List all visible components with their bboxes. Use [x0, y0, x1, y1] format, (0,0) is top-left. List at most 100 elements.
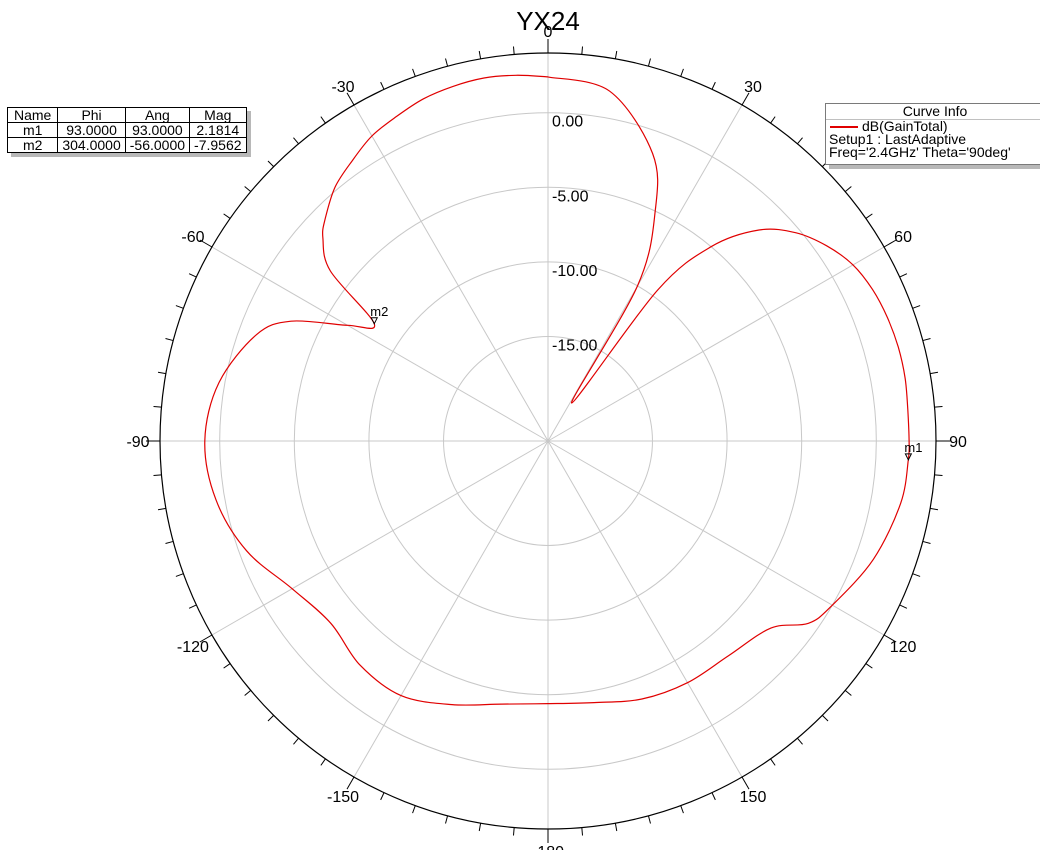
minor-tick [175, 305, 184, 309]
marker-table: Name Phi Ang Mag m1 93.0000 93.0000 2.18… [6, 107, 247, 153]
minor-tick [899, 604, 908, 609]
grid-spoke [547, 440, 885, 636]
major-tick [883, 239, 897, 248]
minor-tick [244, 690, 252, 696]
minor-tick [512, 827, 515, 836]
radial-label: -5.00 [552, 188, 589, 205]
angle-label: 120 [890, 639, 917, 656]
grid-spoke [211, 246, 549, 442]
grid-spoke [211, 440, 549, 636]
minor-tick [934, 405, 943, 408]
curve-info-title: Curve Info [826, 104, 1040, 120]
minor-tick [153, 474, 162, 477]
minor-tick [293, 737, 299, 745]
minor-tick [267, 160, 274, 167]
grid-ring [219, 112, 877, 770]
angle-label: -150 [327, 789, 359, 806]
minor-tick [412, 805, 416, 814]
angle-label: -120 [177, 639, 209, 656]
cell-phi: 304.0000 [57, 137, 126, 153]
minor-tick [614, 823, 618, 832]
legend-params: Freq='2.4GHz' Theta='90deg' [829, 144, 1011, 160]
minor-tick [912, 573, 921, 577]
minor-tick [223, 663, 231, 669]
table-row: m2 304.0000 -56.0000 -7.9562 [6, 137, 247, 153]
minor-tick [581, 827, 584, 836]
grid-ring [293, 186, 803, 696]
minor-tick [153, 405, 162, 408]
minor-tick [320, 116, 326, 124]
minor-tick [711, 792, 716, 801]
grid-ring [368, 261, 728, 621]
marker-label: m2 [370, 304, 388, 319]
minor-tick [899, 273, 908, 278]
minor-tick [614, 50, 618, 59]
radial-labels: 0.00 -5.00 -10.00 -15.00 [552, 114, 597, 355]
marker-triangle [370, 317, 379, 325]
cell-mag: -7.9562 [189, 137, 247, 153]
minor-tick [680, 68, 684, 77]
minor-tick [822, 715, 829, 722]
minor-tick [922, 338, 931, 342]
legend-expression: dB(GainTotal) [862, 118, 948, 134]
minor-tick [223, 213, 231, 219]
minor-tick [581, 46, 584, 55]
minor-tick [922, 540, 931, 544]
angle-label: -90 [126, 434, 149, 451]
minor-tick [165, 338, 174, 342]
legend-setup: Setup1 : LastAdaptive [829, 131, 966, 147]
header-phi: Phi [57, 107, 126, 123]
minor-tick [188, 604, 197, 609]
minor-tick [445, 58, 449, 67]
minor-tick [267, 715, 274, 722]
angle-label: 90 [949, 434, 967, 451]
cell-mag: 2.1814 [189, 122, 247, 138]
marker-triangle [904, 453, 913, 462]
minor-tick [165, 540, 174, 544]
minor-tick [647, 815, 651, 824]
grid-spoke [353, 440, 549, 778]
minor-tick [647, 58, 651, 67]
cell-ang: -56.0000 [124, 137, 191, 153]
minor-tick [445, 815, 449, 824]
header-name: Name [6, 107, 59, 123]
minor-tick [412, 68, 416, 77]
radial-label: 0.00 [552, 114, 583, 131]
radial-label: -10.00 [552, 263, 597, 280]
gain-curve [204, 74, 910, 706]
major-tick [741, 92, 750, 106]
minor-tick [293, 137, 299, 145]
minor-tick [512, 46, 515, 55]
marker-label: m1 [904, 440, 922, 455]
angle-label: 30 [744, 79, 762, 96]
major-tick [199, 239, 213, 248]
minor-tick [478, 50, 482, 59]
chart-title: YX24 [516, 6, 580, 36]
minor-tick [797, 137, 803, 145]
minor-tick [934, 474, 943, 477]
minor-tick [320, 758, 326, 766]
minor-tick [865, 663, 873, 669]
angle-ticks [146, 39, 950, 843]
major-tick [741, 776, 750, 790]
major-tick [346, 776, 355, 790]
angle-label: 0 [544, 24, 553, 41]
grid-spoke [353, 104, 549, 442]
cell-ang: 93.0000 [124, 122, 191, 138]
legend-entry: dB(GainTotal) [826, 118, 1040, 134]
minor-tick [797, 737, 803, 745]
minor-tick [244, 186, 252, 192]
minor-tick [770, 758, 776, 766]
curve-info-legend: Curve Info dB(GainTotal) Setup1 : LastAd… [825, 103, 1040, 165]
gain-curve-group [204, 74, 910, 706]
angle-label: 60 [894, 229, 912, 246]
minor-tick [930, 371, 939, 375]
minor-tick [844, 690, 852, 696]
minor-tick [711, 81, 716, 90]
angle-label: -60 [181, 229, 204, 246]
legend-swatch [830, 126, 858, 128]
table-row: m1 93.0000 93.0000 2.1814 [6, 122, 247, 138]
angle-labels: 0 30 60 90 120 150 -180 -150 -120 -90 -60 -30 [126, 24, 967, 850]
angle-label: -30 [331, 79, 354, 96]
